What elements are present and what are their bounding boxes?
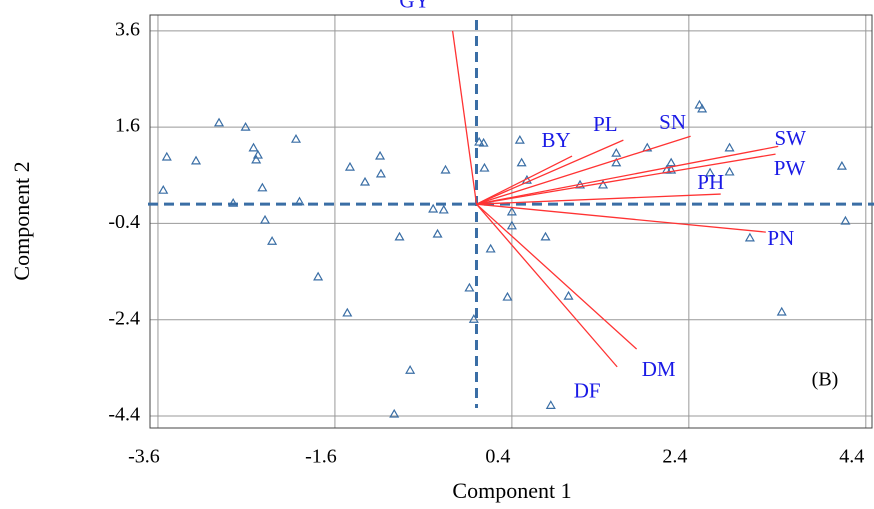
point <box>479 162 490 172</box>
loading-vector <box>476 135 691 205</box>
x-tick-label: 2.4 <box>662 446 687 468</box>
vector-label: BY <box>541 128 570 152</box>
loading-vector <box>476 139 624 205</box>
y-tick-label: 1.6 <box>115 115 140 137</box>
point <box>259 214 271 224</box>
point <box>389 408 400 418</box>
point <box>248 142 259 152</box>
point <box>478 137 489 147</box>
point <box>840 215 851 225</box>
point <box>563 290 574 300</box>
point <box>464 282 475 292</box>
point <box>257 182 268 192</box>
point <box>697 103 708 113</box>
vector-label: SW <box>774 126 806 150</box>
x-axis-label: Component 1 <box>452 478 571 503</box>
plot-frame <box>149 14 873 429</box>
point <box>468 314 479 323</box>
point <box>375 150 386 160</box>
point <box>474 136 485 146</box>
point <box>540 231 551 241</box>
loading-vector <box>476 193 721 205</box>
loading-vector <box>476 145 779 205</box>
point <box>267 236 278 245</box>
point <box>294 196 305 206</box>
point <box>375 168 386 178</box>
point <box>251 154 262 164</box>
point <box>744 232 755 242</box>
x-tick-label: -3.6 <box>128 446 160 468</box>
point <box>611 157 622 167</box>
y-axis-label: Component 2 <box>9 161 34 280</box>
point <box>506 206 517 216</box>
point <box>724 166 735 176</box>
point <box>432 228 443 238</box>
point <box>344 161 355 171</box>
loading-vector <box>476 155 573 205</box>
x-tick-label: 0.4 <box>485 446 510 468</box>
point <box>161 151 172 161</box>
point <box>776 306 787 316</box>
vector-label: PW <box>774 156 806 180</box>
point <box>405 365 416 374</box>
point <box>666 164 677 174</box>
loading-vector <box>451 30 478 205</box>
y-tick-label: 3.6 <box>115 18 140 40</box>
point <box>642 142 653 152</box>
vector-label: DF <box>574 379 601 403</box>
point <box>394 231 405 241</box>
vector-label: PH <box>697 170 724 194</box>
point <box>428 203 439 213</box>
point <box>228 197 239 207</box>
point <box>724 142 735 152</box>
point <box>240 121 251 131</box>
point <box>213 117 225 127</box>
y-tick-label: -4.4 <box>108 404 140 426</box>
vector-label: PN <box>767 226 794 250</box>
point <box>705 167 716 177</box>
annotation: (B) <box>812 369 839 391</box>
loading-vector <box>476 153 776 205</box>
loading-vector <box>476 203 638 350</box>
y-tick-label: -2.4 <box>108 307 140 329</box>
point <box>290 133 302 143</box>
point <box>440 164 451 174</box>
point <box>611 147 622 157</box>
y-tick-label: -0.4 <box>108 211 140 233</box>
point <box>545 400 556 409</box>
x-tick-label: -1.6 <box>305 446 337 468</box>
x-tick-label: 4.4 <box>839 446 864 468</box>
point <box>485 243 496 253</box>
point <box>190 155 202 165</box>
vector-label: SN <box>659 110 686 134</box>
point <box>516 157 527 167</box>
point <box>502 291 513 301</box>
point <box>694 99 705 109</box>
point <box>252 149 263 159</box>
point <box>836 160 847 170</box>
point <box>158 185 169 194</box>
point <box>506 220 517 230</box>
point <box>597 179 609 189</box>
point <box>666 157 677 167</box>
point <box>514 134 525 144</box>
loading-vector <box>476 203 618 368</box>
vector-label: GY <box>399 0 429 13</box>
point <box>359 176 371 186</box>
point <box>313 271 324 281</box>
vector-label: DM <box>642 357 676 381</box>
vector-label: PL <box>593 112 618 136</box>
point <box>438 204 449 214</box>
point <box>342 307 353 317</box>
loading-vector <box>476 203 766 233</box>
